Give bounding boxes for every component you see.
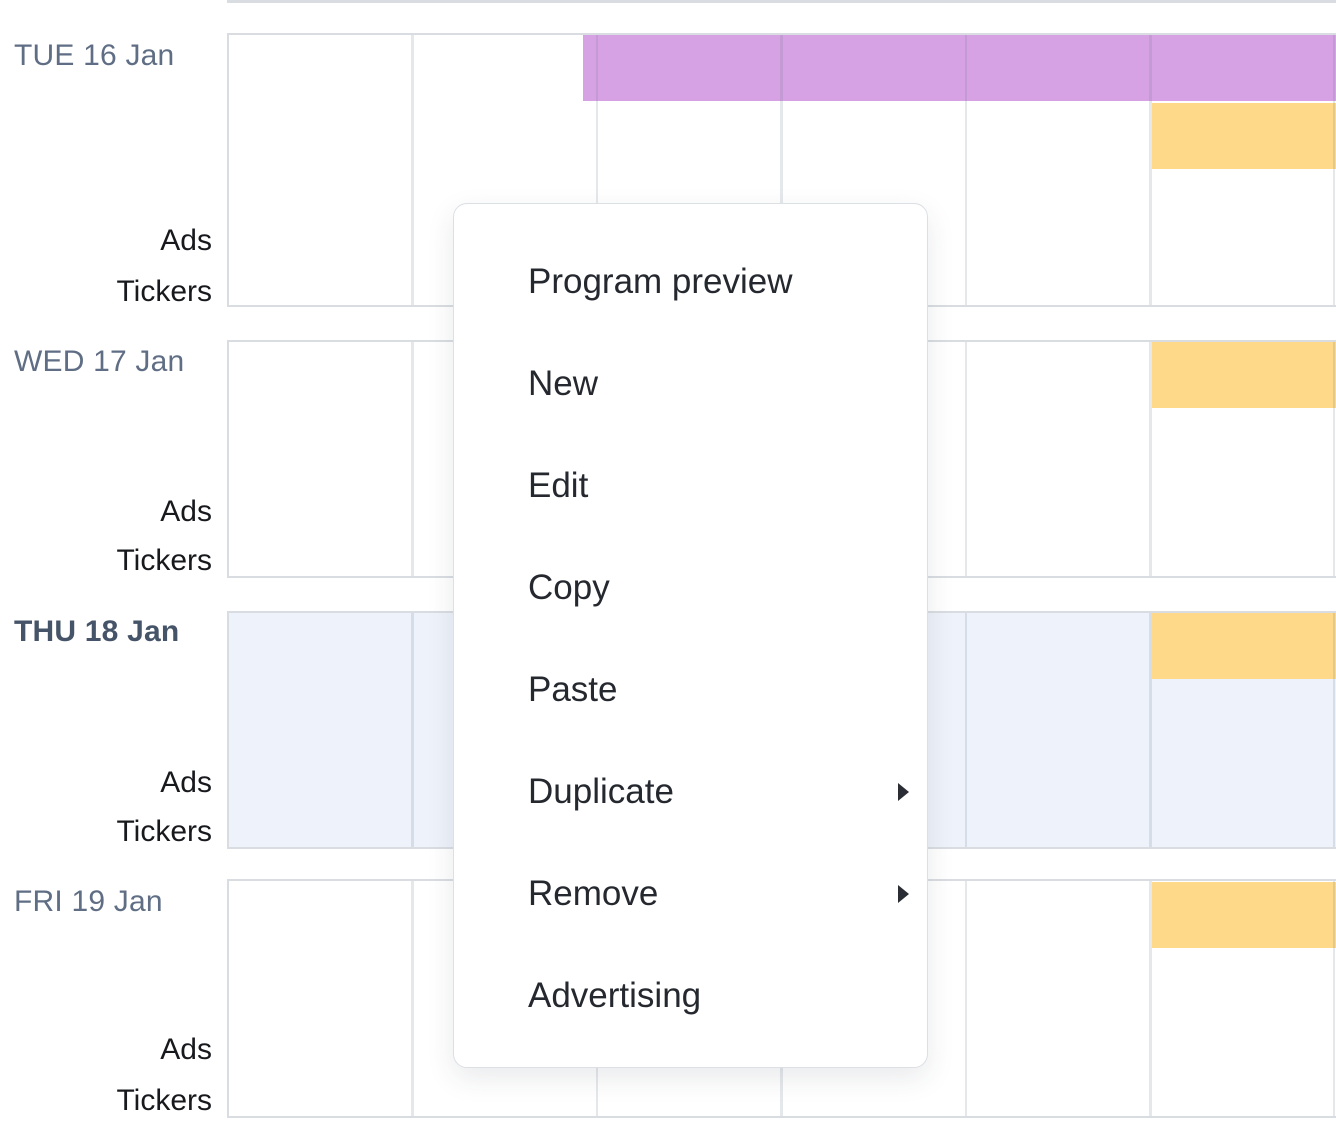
- lane-label-tickers: Tickers: [116, 815, 212, 848]
- hour-grid-line: [964, 342, 967, 576]
- hour-grid-line: [1149, 35, 1152, 305]
- day-label-fri-19-jan: FRI 19 Jan: [14, 885, 163, 918]
- ads-bar[interactable]: [1151, 613, 1336, 679]
- menu-item-copy[interactable]: Copy: [454, 537, 927, 639]
- hour-grid-line: [595, 35, 598, 305]
- submenu-arrow-icon: [898, 885, 909, 903]
- hour-grid-line: [1149, 342, 1152, 576]
- menu-item-paste[interactable]: Paste: [454, 639, 927, 741]
- hour-grid-line: [411, 35, 414, 305]
- context-menu: Program preview New Edit Copy Paste Duplicate…: [453, 203, 928, 1068]
- hour-grid-line: [411, 342, 414, 576]
- lane-label-tickers: Tickers: [116, 1084, 212, 1117]
- submenu-arrow-icon: [898, 783, 909, 801]
- menu-item-label: Edit: [528, 466, 589, 505]
- menu-item-label: Program preview: [528, 262, 793, 301]
- hour-grid-line: [1149, 613, 1152, 847]
- menu-item-label: Paste: [528, 670, 618, 709]
- lane-label-ads: Ads: [160, 1033, 212, 1066]
- day-label-thu-18-jan: THU 18 Jan: [14, 615, 180, 648]
- menu-item-duplicate[interactable]: Duplicate: [454, 741, 927, 843]
- lane-label-ads: Ads: [160, 224, 212, 257]
- hour-grid-line: [1332, 613, 1335, 847]
- menu-item-remove[interactable]: Remove: [454, 843, 927, 945]
- ads-bar[interactable]: [1151, 882, 1336, 948]
- hour-grid-line: [1332, 881, 1335, 1116]
- menu-item-label: Remove: [528, 874, 659, 913]
- hour-grid-line: [964, 613, 967, 847]
- day-label-tue-16-jan: TUE 16 Jan: [14, 39, 175, 72]
- hour-grid-line: [411, 613, 414, 847]
- hour-grid-line: [964, 881, 967, 1116]
- lane-label-ads: Ads: [160, 766, 212, 799]
- ads-bar[interactable]: [1151, 103, 1336, 169]
- menu-item-label: New: [528, 364, 599, 403]
- menu-item-edit[interactable]: Edit: [454, 435, 927, 537]
- hour-grid-line: [1149, 881, 1152, 1116]
- menu-item-new[interactable]: New: [454, 333, 927, 435]
- hour-grid-line: [1332, 342, 1335, 576]
- program-bar[interactable]: [582, 35, 1336, 101]
- lane-label-tickers: Tickers: [116, 544, 212, 577]
- hour-grid-line: [411, 881, 414, 1116]
- hour-grid-line: [964, 35, 967, 305]
- day-label-wed-17-jan: WED 17 Jan: [14, 345, 185, 378]
- ads-bar[interactable]: [1151, 342, 1336, 408]
- day-row-grid-area[interactable]: [229, 35, 1336, 305]
- menu-item-label: Duplicate: [528, 772, 674, 811]
- lane-label-tickers: Tickers: [116, 275, 212, 308]
- lane-label-ads: Ads: [160, 495, 212, 528]
- menu-item-label: Copy: [528, 568, 610, 607]
- menu-item-advertising[interactable]: Advertising: [454, 945, 927, 1047]
- hour-grid-line: [1332, 35, 1335, 305]
- hour-grid-line: [780, 35, 783, 305]
- previous-day-row-edge: [227, 0, 1336, 3]
- day-row-grid-area[interactable]: [229, 342, 1336, 576]
- menu-item-label: Advertising: [528, 976, 702, 1015]
- menu-item-program-preview[interactable]: Program preview: [454, 231, 927, 333]
